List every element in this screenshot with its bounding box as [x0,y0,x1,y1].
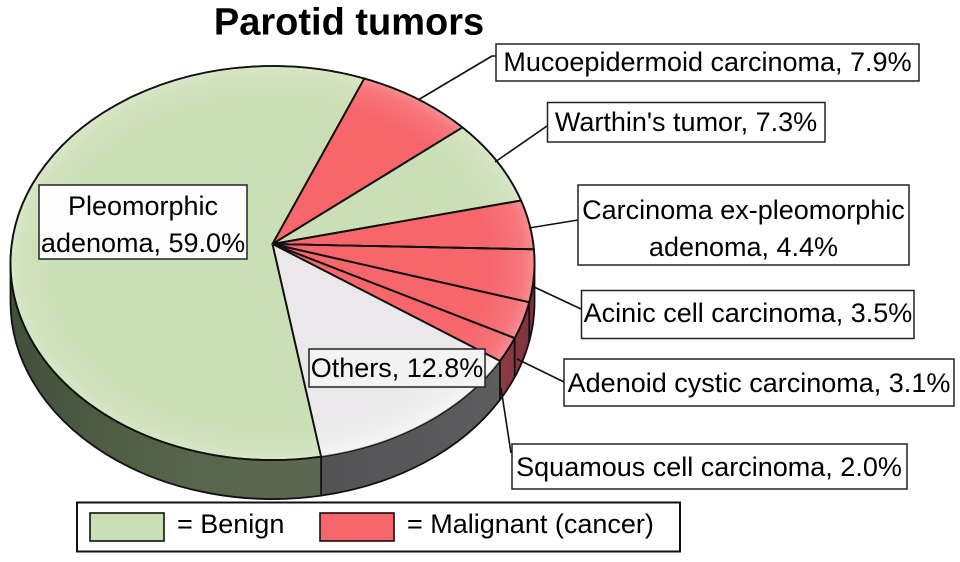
svg-text:Parotid tumors: Parotid tumors [214,2,484,44]
svg-text:adenoma, 4.4%: adenoma, 4.4% [649,232,838,262]
svg-text:Carcinoma ex-pleomorphic: Carcinoma ex-pleomorphic [582,195,905,225]
svg-text:Pleomorphic: Pleomorphic [68,191,218,221]
svg-text:Others, 12.8%: Others, 12.8% [311,353,484,383]
svg-text:adenoma, 59.0%: adenoma, 59.0% [41,228,245,258]
svg-text:Adenoid cystic carcinoma, 3.1%: Adenoid cystic carcinoma, 3.1% [568,368,951,398]
svg-text:Warthin's tumor, 7.3%: Warthin's tumor, 7.3% [555,107,817,137]
svg-text:= Malignant (cancer): = Malignant (cancer) [407,509,654,539]
svg-text:Squamous cell carcinoma, 2.0%: Squamous cell carcinoma, 2.0% [516,452,902,482]
svg-text:Acinic cell carcinoma, 3.5%: Acinic cell carcinoma, 3.5% [584,298,913,328]
svg-text:= Benign: = Benign [177,509,284,539]
svg-text:Mucoepidermoid carcinoma, 7.9%: Mucoepidermoid carcinoma, 7.9% [503,47,911,77]
